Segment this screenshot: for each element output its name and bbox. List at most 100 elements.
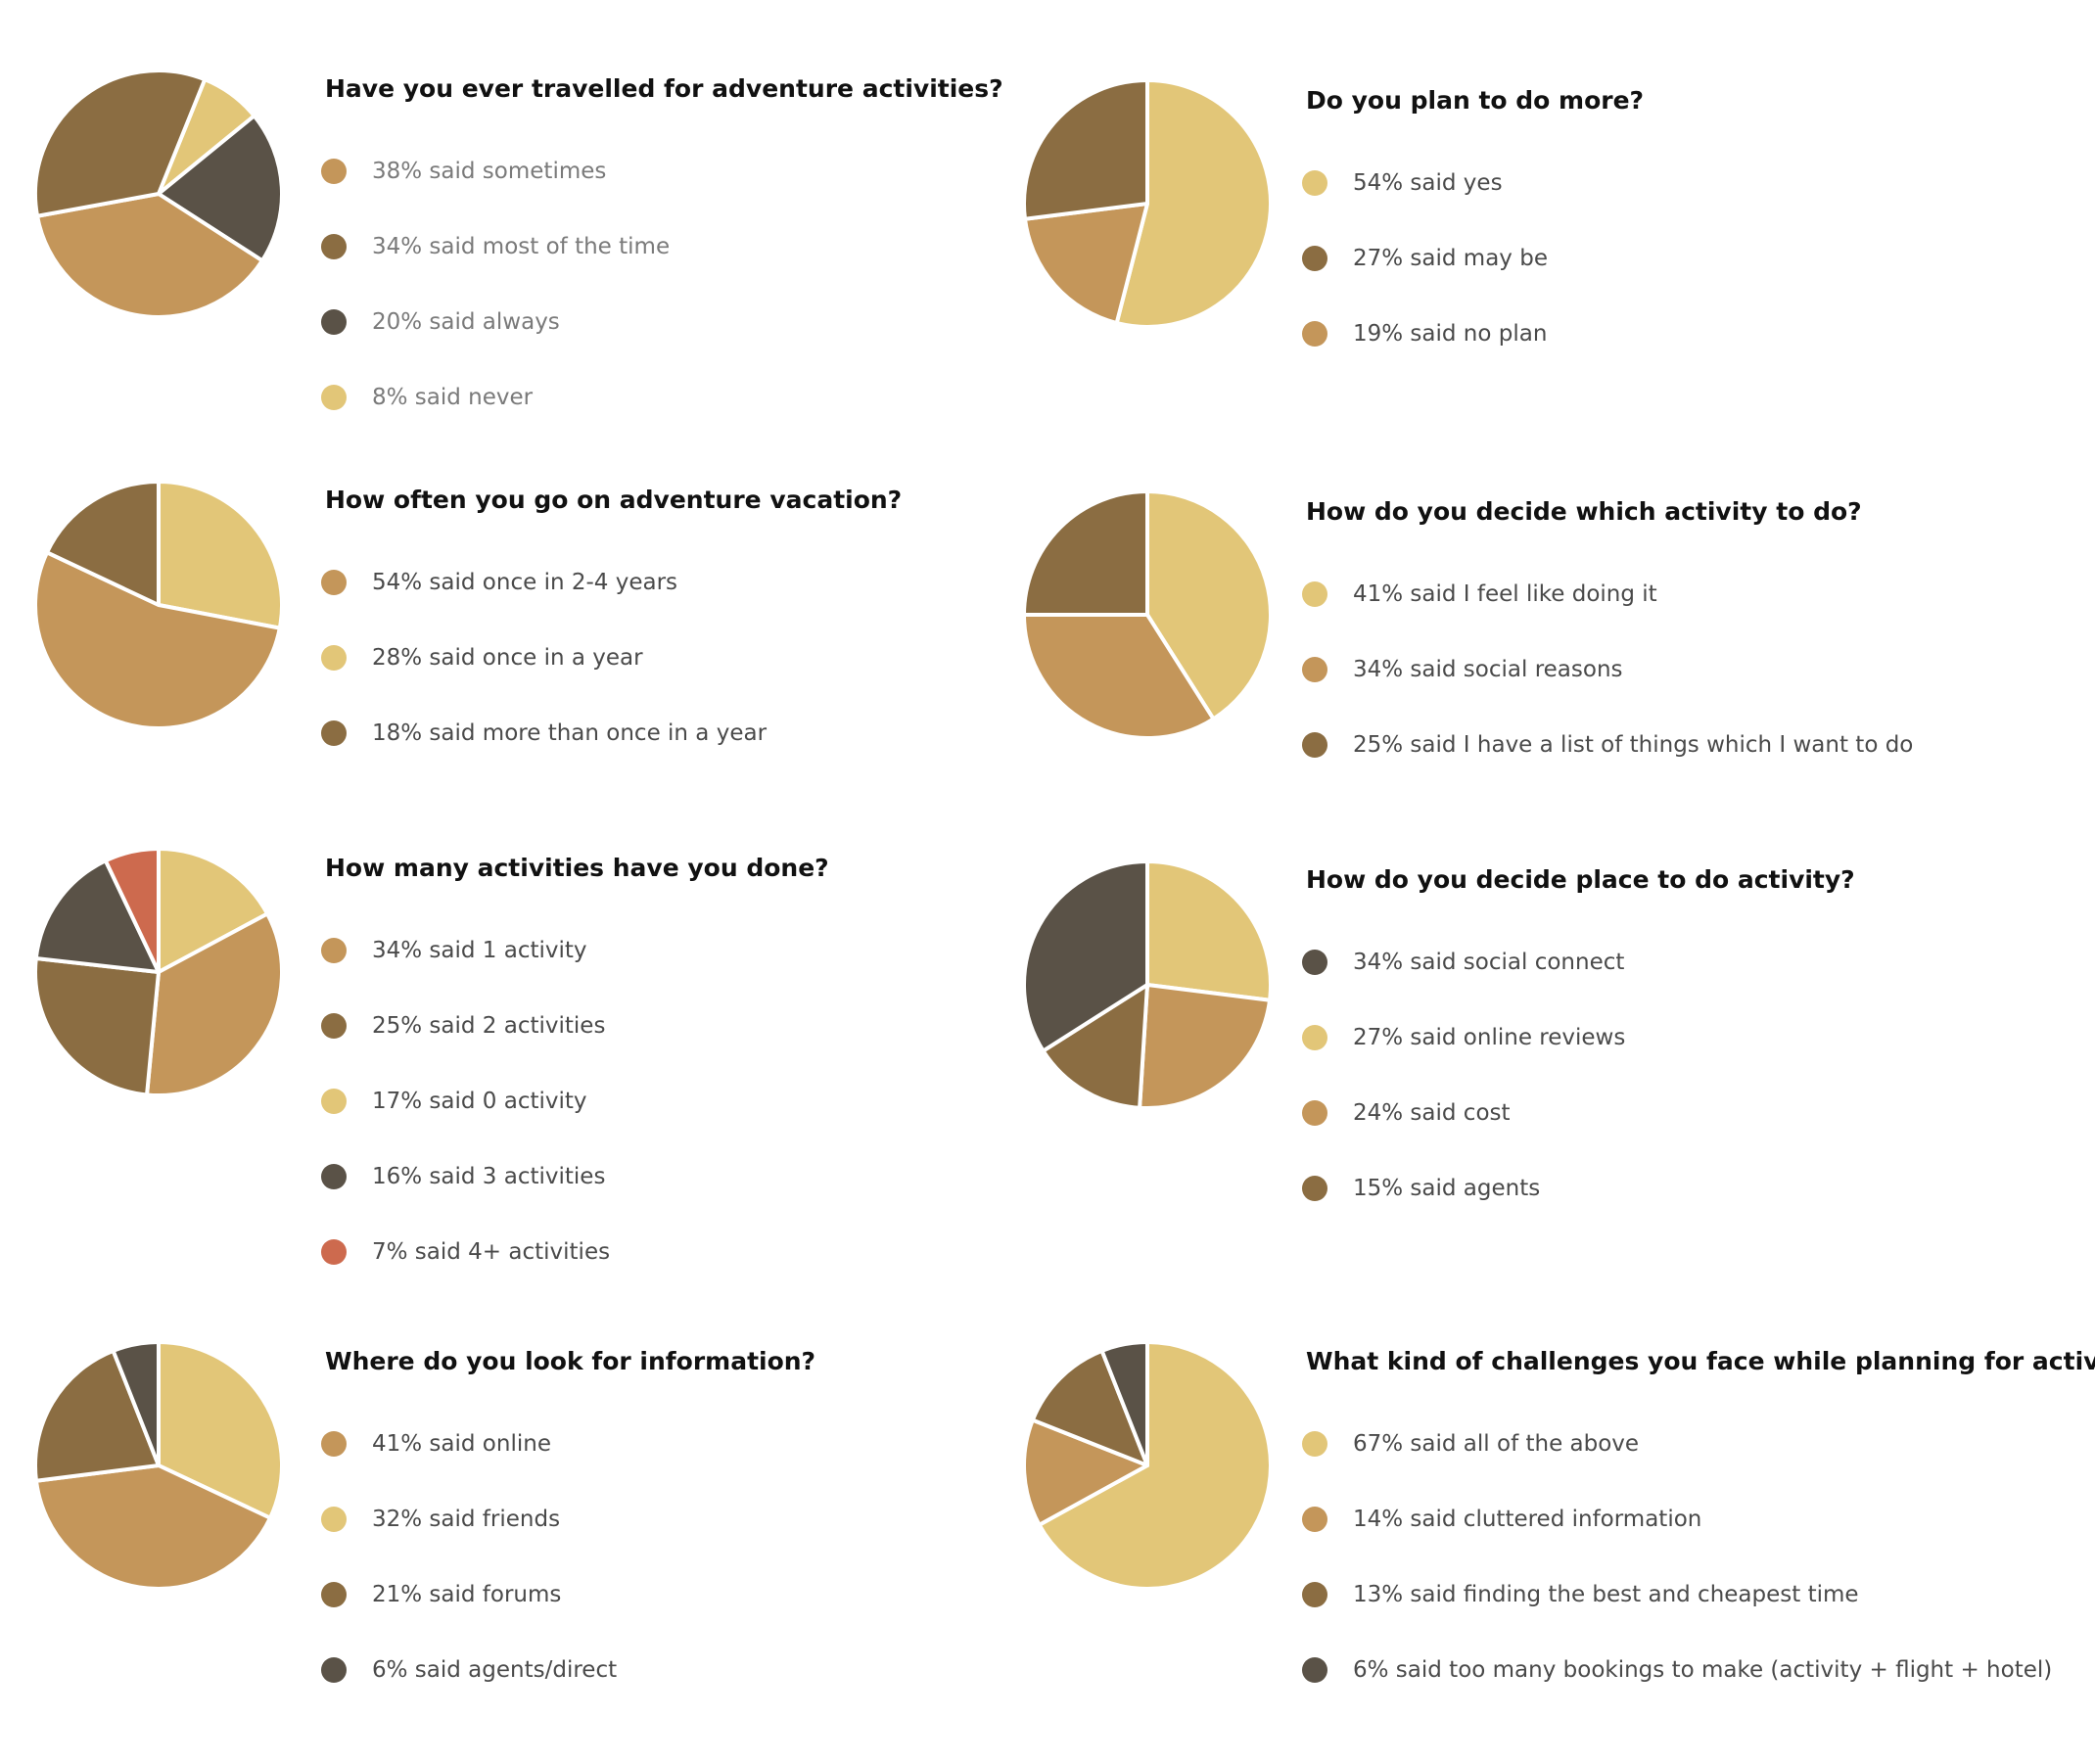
legend-swatch-icon <box>321 159 347 184</box>
pie-chart <box>33 69 284 319</box>
legend-label: 15% said agents <box>1353 1176 1541 1201</box>
legend-item: 20% said always <box>321 309 560 335</box>
pie-slice-25-said-2-activities <box>33 956 161 1097</box>
legend-swatch-icon <box>1302 1507 1327 1532</box>
legend-swatch-icon <box>1302 321 1327 347</box>
legend-label: 20% said always <box>372 309 560 335</box>
pie-slice-38-said-sometimes <box>35 192 264 319</box>
pie-slice-6-said-too-many-bookings-to-make-activity-flight-hotel <box>1099 1340 1149 1467</box>
pie-slice-67-said-all-of-the-above <box>1037 1340 1273 1591</box>
legend-item: 34% said social connect <box>1302 950 1624 975</box>
legend-item: 7% said 4+ activities <box>321 1239 610 1265</box>
legend-swatch-icon <box>321 1089 347 1114</box>
legend-item: 41% said online <box>321 1431 551 1457</box>
pie-slice-54-said-once-in-2-4-years <box>33 550 282 730</box>
legend-label: 41% said I feel like doing it <box>1353 581 1657 607</box>
legend-swatch-icon <box>321 1164 347 1189</box>
legend-item: 41% said I feel like doing it <box>1302 581 1657 607</box>
chart-title: What kind of challenges you face while p… <box>1306 1347 2095 1375</box>
pie-slice-20-said-always <box>157 114 284 263</box>
legend-label: 38% said sometimes <box>372 159 607 184</box>
legend-item: 25% said 2 activities <box>321 1013 605 1039</box>
legend-swatch-icon <box>321 570 347 595</box>
pie-slice-28-said-once-in-a-year <box>157 480 284 630</box>
legend-label: 32% said friends <box>372 1507 561 1532</box>
pie-slice-54-said-yes <box>1114 78 1273 329</box>
legend-label: 54% said yes <box>1353 170 1503 196</box>
legend-item: 25% said I have a list of things which I… <box>1302 732 1913 758</box>
legend-swatch-icon <box>321 720 347 746</box>
legend-label: 17% said 0 activity <box>372 1089 587 1114</box>
legend-swatch-icon <box>321 1431 347 1457</box>
legend-swatch-icon <box>321 1582 347 1607</box>
legend-swatch-icon <box>1302 657 1327 682</box>
pie-slice-27-said-online-reviews <box>1145 859 1273 1002</box>
legend-item: 27% said online reviews <box>1302 1025 1625 1050</box>
legend-item: 14% said cluttered information <box>1302 1507 1701 1532</box>
legend-label: 25% said 2 activities <box>372 1013 606 1039</box>
legend-item: 21% said forums <box>321 1582 561 1607</box>
legend-swatch-icon <box>1302 732 1327 758</box>
legend-swatch-icon <box>321 1013 347 1039</box>
legend-label: 41% said online <box>372 1431 551 1457</box>
legend-swatch-icon <box>321 1507 347 1532</box>
legend-swatch-icon <box>1302 950 1327 975</box>
legend-item: 13% said finding the best and cheapest t… <box>1302 1582 1859 1607</box>
legend-label: 24% said cost <box>1353 1100 1511 1126</box>
legend-swatch-icon <box>1302 1100 1327 1126</box>
legend-swatch-icon <box>1302 581 1327 607</box>
legend-label: 6% said too many bookings to make (activ… <box>1353 1657 2053 1683</box>
legend-item: 6% said too many bookings to make (activ… <box>1302 1657 2052 1683</box>
pie-chart <box>1022 78 1273 329</box>
legend-item: 17% said 0 activity <box>321 1089 587 1114</box>
pie-slice-7-said-4-activities <box>103 847 161 974</box>
legend-swatch-icon <box>321 385 347 410</box>
pie-chart <box>33 1340 284 1591</box>
legend-item: 34% said most of the time <box>321 234 670 259</box>
legend-swatch-icon <box>321 309 347 335</box>
legend-label: 19% said no plan <box>1353 321 1548 347</box>
legend-label: 8% said never <box>372 385 534 410</box>
pie-slice-34-said-most-of-the-time <box>33 69 208 218</box>
legend-label: 67% said all of the above <box>1353 1431 1640 1457</box>
pie-slice-17-said-0-activity <box>157 847 270 974</box>
legend-swatch-icon <box>1302 1176 1327 1201</box>
legend-item: 19% said no plan <box>1302 321 1547 347</box>
pie-slice-13-said-finding-the-best-and-cheapest-time <box>1030 1348 1149 1467</box>
legend-item: 54% said once in 2-4 years <box>321 570 677 595</box>
pie-slice-21-said-forums <box>33 1348 161 1483</box>
chart-title: Where do you look for information? <box>325 1347 816 1375</box>
pie-slice-18-said-more-than-once-in-a-year <box>44 480 161 607</box>
pie-slice-6-said-agents-direct <box>111 1340 161 1467</box>
pie-slice-24-said-cost <box>1138 983 1273 1110</box>
legend-item: 27% said may be <box>1302 246 1548 271</box>
legend-item: 28% said once in a year <box>321 645 643 671</box>
pie-slice-19-said-no-plan <box>1022 202 1149 326</box>
pie-chart <box>33 480 284 730</box>
legend-swatch-icon <box>1302 1657 1327 1683</box>
legend-item: 34% said social reasons <box>1302 657 1623 682</box>
pie-slice-41-said-online <box>33 1463 273 1591</box>
legend-item: 8% said never <box>321 385 533 410</box>
legend-label: 21% said forums <box>372 1582 562 1607</box>
legend-item: 16% said 3 activities <box>321 1164 605 1189</box>
legend-item: 38% said sometimes <box>321 159 606 184</box>
pie-chart <box>1022 489 1273 740</box>
legend-label: 25% said I have a list of things which I… <box>1353 732 1914 758</box>
legend-item: 18% said more than once in a year <box>321 720 767 746</box>
legend-label: 18% said more than once in a year <box>372 720 768 746</box>
chart-title: Do you plan to do more? <box>1306 86 1645 115</box>
legend-item: 67% said all of the above <box>1302 1431 1639 1457</box>
legend-swatch-icon <box>321 234 347 259</box>
pie-slice-34-said-social-reasons <box>1022 613 1216 740</box>
legend-item: 6% said agents/direct <box>321 1657 617 1683</box>
legend-label: 27% said may be <box>1353 246 1548 271</box>
legend-label: 34% said social reasons <box>1353 657 1623 682</box>
pie-slice-27-said-may-be <box>1022 78 1149 221</box>
legend-label: 54% said once in 2-4 years <box>372 570 678 595</box>
legend-label: 27% said online reviews <box>1353 1025 1626 1050</box>
pie-slice-15-said-agents <box>1041 983 1149 1110</box>
chart-title: How often you go on adventure vacation? <box>325 486 903 514</box>
legend-item: 15% said agents <box>1302 1176 1540 1201</box>
